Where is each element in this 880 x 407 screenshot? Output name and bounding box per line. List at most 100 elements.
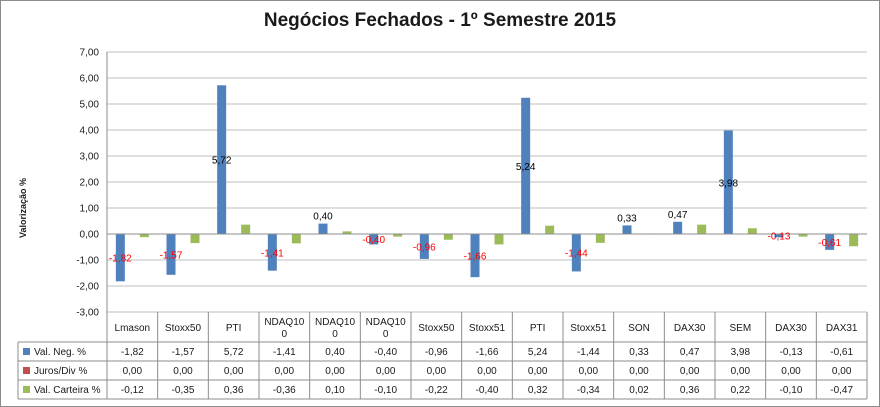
x-tick-label: Stoxx50: [418, 323, 455, 334]
x-tick-label: Lmason: [115, 323, 151, 334]
table-value: 0,02: [629, 385, 649, 396]
bar-3: [241, 224, 251, 234]
y-tick-label: -1,00: [76, 256, 99, 267]
x-tick-label: NDAQ10: [264, 317, 304, 328]
bar-3: [443, 234, 453, 240]
x-tick-label: 0: [282, 329, 288, 340]
table-value: 0,32: [528, 385, 548, 396]
x-tick-label: Stoxx50: [165, 323, 202, 334]
x-tick-label: SEM: [729, 323, 751, 334]
table-value: -0,40: [476, 385, 499, 396]
legend-key: [23, 367, 30, 374]
table-value: -0,47: [830, 385, 853, 396]
data-label: -0,61: [818, 238, 841, 249]
table-value: 0,00: [629, 366, 649, 377]
table-value: -0,61: [830, 347, 853, 358]
table-value: -0,10: [780, 385, 803, 396]
x-tick-label: NDAQ10: [366, 317, 406, 328]
bar-3: [697, 224, 707, 234]
table-value: -1,44: [577, 347, 600, 358]
table-value: 0,00: [123, 366, 143, 377]
data-label: -1,82: [109, 254, 132, 265]
x-tick-label: PTI: [226, 323, 242, 334]
table-value: 0,00: [275, 366, 295, 377]
bar-3: [494, 234, 504, 245]
table-value: 0,00: [579, 366, 599, 377]
table-value: -1,57: [172, 347, 195, 358]
x-tick-label: DAX30: [775, 323, 807, 334]
bar-1: [673, 221, 683, 234]
table-value: 0,00: [173, 366, 193, 377]
bar-3: [545, 225, 555, 234]
table-value: -0,22: [425, 385, 448, 396]
bar-1: [825, 234, 835, 250]
table-value: -0,34: [577, 385, 600, 396]
table-value: 0,00: [832, 366, 852, 377]
bar-1: [571, 234, 581, 272]
data-label: 0,40: [313, 212, 333, 223]
table-value: 0,36: [680, 385, 700, 396]
data-label: 0,33: [617, 213, 637, 224]
bar-1: [318, 223, 328, 234]
x-tick-label: 0: [383, 329, 389, 340]
bar-3: [190, 234, 200, 244]
table-value: -0,40: [374, 347, 397, 358]
table-value: -1,41: [273, 347, 296, 358]
y-tick-label: 3,00: [80, 152, 100, 163]
bar-1: [470, 234, 480, 278]
x-tick-label: PTI: [530, 323, 546, 334]
table-value: 0,00: [325, 366, 345, 377]
table-value: -0,13: [780, 347, 803, 358]
data-label: -0,40: [362, 235, 385, 246]
bar-3: [595, 234, 605, 243]
table-value: 0,40: [325, 347, 345, 358]
table-value: 0,22: [731, 385, 751, 396]
legend-label: Val. Neg. %: [34, 347, 86, 358]
table-value: -1,82: [121, 347, 144, 358]
x-tick-label: DAX30: [674, 323, 706, 334]
bar-1: [166, 234, 176, 275]
bar-3: [342, 231, 352, 234]
x-tick-label: DAX31: [826, 323, 858, 334]
table-value: 0,00: [731, 366, 751, 377]
table-value: 0,00: [477, 366, 497, 377]
chart-title: Negócios Fechados - 1º Semestre 2015: [263, 10, 617, 31]
x-tick-label: Stoxx51: [469, 323, 506, 334]
bar-1: [723, 130, 733, 234]
table-value: 0,00: [376, 366, 396, 377]
bar-1: [774, 234, 784, 238]
bar-3: [393, 234, 403, 237]
table-value: -0,36: [273, 385, 296, 396]
data-label: 3,98: [719, 178, 739, 189]
y-tick-label: 5,00: [80, 100, 100, 111]
data-label: -1,66: [464, 252, 487, 263]
table-value: 0,00: [427, 366, 447, 377]
y-tick-label: -3,00: [76, 308, 99, 319]
x-tick-label: NDAQ10: [315, 317, 355, 328]
y-tick-label: 4,00: [80, 126, 100, 137]
bar-3: [798, 234, 808, 237]
table-value: 0,47: [680, 347, 700, 358]
legend-key: [23, 348, 30, 355]
table-value: -0,12: [121, 385, 144, 396]
legend-key: [23, 386, 30, 393]
y-tick-label: 1,00: [80, 204, 100, 215]
table-value: 5,72: [224, 347, 244, 358]
legend-label: Juros/Div %: [34, 366, 87, 377]
data-label: 5,72: [212, 156, 232, 167]
data-label: -1,41: [261, 248, 284, 259]
table-value: 0,10: [325, 385, 345, 396]
bar-3: [139, 234, 149, 238]
x-tick-label: Stoxx51: [570, 323, 607, 334]
bar-3: [849, 234, 859, 247]
x-tick-label: 0: [332, 329, 338, 340]
table-value: 0,00: [528, 366, 548, 377]
bar-1: [622, 225, 632, 234]
bar-1: [115, 234, 125, 282]
table-value: 0,00: [781, 366, 801, 377]
y-tick-label: -2,00: [76, 282, 99, 293]
bar-1: [521, 97, 531, 234]
bar-1: [267, 234, 277, 271]
